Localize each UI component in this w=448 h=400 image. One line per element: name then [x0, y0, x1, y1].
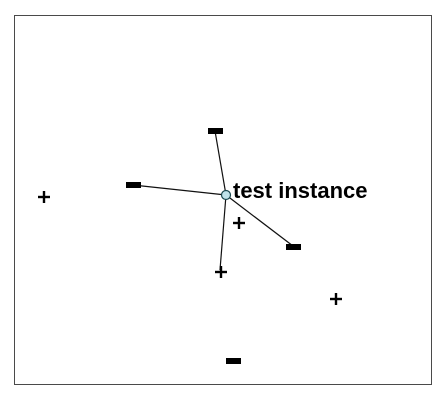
negative-point	[208, 128, 223, 134]
positive-points	[38, 191, 342, 305]
neighbor-line-below	[219, 194, 227, 271]
positive-point	[330, 293, 342, 305]
positive-point	[38, 191, 50, 203]
positive-point	[233, 217, 245, 229]
positive-point	[215, 266, 227, 278]
neighbor-line-top	[214, 130, 227, 196]
neighbor-line-left	[132, 184, 227, 196]
negative-point	[126, 182, 141, 188]
neighbor-lines	[132, 130, 294, 271]
test-instance-point	[220, 189, 232, 201]
test-instance-label: test instance	[233, 178, 368, 203]
neighbor-line-right-down	[225, 194, 294, 247]
negative-points	[126, 128, 301, 364]
negative-point	[286, 244, 301, 250]
diagram-frame	[14, 15, 432, 385]
negative-point	[226, 358, 241, 364]
